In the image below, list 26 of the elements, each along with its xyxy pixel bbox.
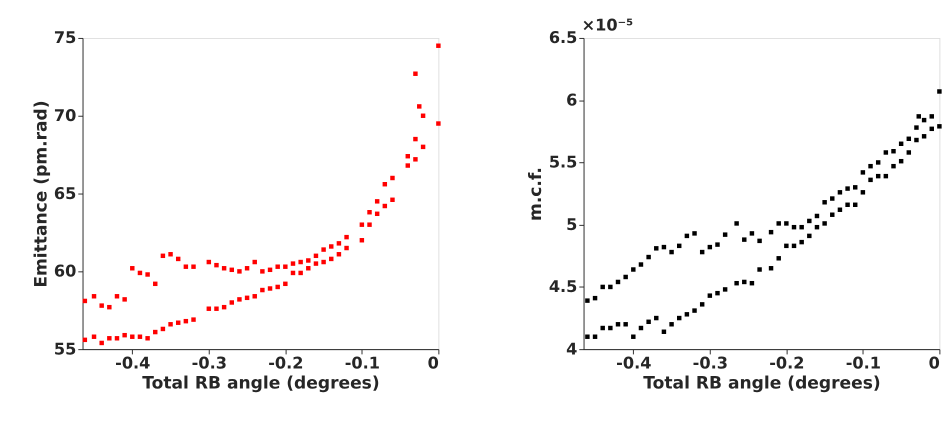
x-axis-title: Total RB angle (degrees) xyxy=(643,374,881,394)
x-tick-label: -0.4 xyxy=(115,354,150,373)
x-tick-label: -0.2 xyxy=(268,354,304,373)
y-tick-label: 4.5 xyxy=(548,277,578,296)
y-tick-label: 70 xyxy=(54,106,76,125)
x-tick-label: 0 xyxy=(928,354,940,373)
y-tick-label: 75 xyxy=(54,28,76,48)
y-tick-label: 6 xyxy=(566,90,578,110)
text: ×10⁻⁵ xyxy=(582,15,634,34)
y-tick-label: 65 xyxy=(54,184,76,203)
y-tick-label: 5 xyxy=(566,214,578,234)
x-tick-label: 0 xyxy=(428,354,439,373)
y-tick-label: 4 xyxy=(566,339,578,358)
y-tick-label: 55 xyxy=(54,339,76,358)
y-axis-title: m.c.f. xyxy=(526,167,546,221)
x-axis-title: Total RB angle (degrees) xyxy=(142,374,380,394)
x-tick-label: -0.1 xyxy=(344,354,380,373)
y-tick-label: 5.5 xyxy=(548,152,578,172)
y-tick-label: 6.5 xyxy=(548,28,578,48)
x-tick-label: -0.2 xyxy=(769,354,804,373)
y-axis-title: Emittance (pm.rad) xyxy=(31,100,52,288)
x-tick-label: -0.4 xyxy=(616,354,652,373)
y-tick-label: 60 xyxy=(54,262,76,281)
x-tick-label: -0.3 xyxy=(692,354,728,373)
x-tick-label: -0.1 xyxy=(846,354,881,373)
x-tick-label: -0.3 xyxy=(192,354,227,373)
